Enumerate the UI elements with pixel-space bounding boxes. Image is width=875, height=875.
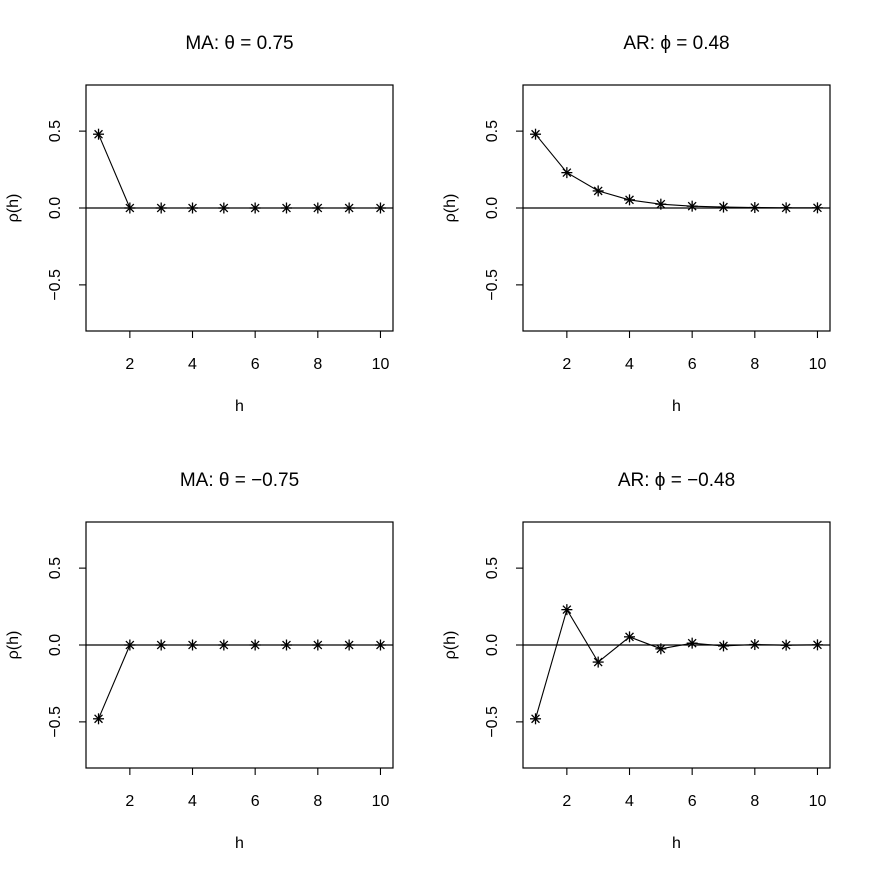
x-tick-label: 4: [625, 793, 634, 810]
acf-point: [343, 639, 355, 651]
acf-point: [686, 200, 698, 212]
acf-point: [592, 185, 604, 197]
x-tick-label: 2: [125, 793, 134, 810]
x-tick-label: 8: [750, 793, 759, 810]
acf-point: [561, 167, 573, 179]
y-tick-label: 0.5: [47, 557, 64, 579]
x-tick-label: 4: [625, 356, 634, 373]
acf-point: [343, 202, 355, 214]
x-tick-label: 6: [251, 356, 260, 373]
x-tick-label: 4: [188, 356, 197, 373]
acf-point: [280, 202, 292, 214]
acf-series-line: [97, 133, 381, 209]
chart-title: MA: θ = 0.75: [185, 33, 293, 54]
acf-point: [218, 639, 230, 651]
acf-point: [780, 639, 792, 651]
y-tick-label: 0.5: [484, 557, 501, 579]
acf-point: [124, 202, 136, 214]
y-tick-label: −0.5: [484, 269, 501, 301]
x-tick-label: 8: [313, 356, 322, 373]
acf-series-line: [535, 133, 818, 209]
y-axis-label: ρ(h): [442, 631, 459, 660]
acf-point: [811, 202, 823, 214]
acf-point: [655, 643, 667, 655]
acf-point: [624, 194, 636, 206]
acf-point: [187, 639, 199, 651]
x-tick-label: 8: [750, 356, 759, 373]
x-tick-label: 10: [809, 793, 827, 810]
acf-point: [780, 202, 792, 214]
x-tick-label: 6: [688, 356, 697, 373]
acf-point: [530, 128, 542, 140]
x-axis-label: h: [235, 398, 244, 415]
acf-series-line: [534, 608, 818, 719]
acf-point: [686, 637, 698, 649]
acf-point: [717, 640, 729, 652]
y-tick-label: −0.5: [47, 706, 64, 738]
y-tick-label: 0.0: [484, 197, 501, 219]
acf-point: [218, 202, 230, 214]
x-axis-label: h: [235, 835, 244, 852]
chart-title: AR: ϕ = −0.48: [618, 470, 735, 491]
acf-point: [93, 128, 105, 140]
x-tick-label: 6: [251, 793, 260, 810]
acf-point: [592, 656, 604, 668]
y-axis-label: ρ(h): [5, 631, 22, 660]
x-axis-label: h: [672, 398, 681, 415]
acf-point: [561, 604, 573, 616]
y-tick-label: −0.5: [484, 706, 501, 738]
chart-panel-3: MA: θ = −0.75 2 4 6 8 10 −0.5 0.0 0.5 h ρ(h): [5, 470, 394, 852]
acf-point: [187, 202, 199, 214]
y-tick-label: 0.5: [484, 120, 501, 142]
acf-point: [655, 198, 667, 210]
acf-series-line: [97, 644, 381, 720]
chart-panel-2: AR: ϕ = 0.48 2 4 6 8 10 −0.5 0.0 0.5 h ρ(h): [442, 33, 831, 415]
chart-title: MA: θ = −0.75: [180, 470, 299, 491]
chart-title: AR: ϕ = 0.48: [623, 33, 729, 54]
acf-point: [155, 202, 167, 214]
acf-point: [124, 639, 136, 651]
x-tick-label: 6: [688, 793, 697, 810]
acf-point: [749, 202, 761, 214]
chart-panel-1: MA: θ = 0.75 2 4 6 8 10 −0.5 0.0 0.5 h ρ(h): [5, 33, 394, 415]
acf-point: [749, 639, 761, 651]
x-tick-label: 4: [188, 793, 197, 810]
x-tick-label: 2: [562, 356, 571, 373]
acf-point: [717, 201, 729, 213]
acf-point: [280, 639, 292, 651]
acf-point: [93, 713, 105, 725]
x-tick-label: 2: [125, 356, 134, 373]
acf-point: [312, 639, 324, 651]
acf-point: [249, 202, 261, 214]
acf-point: [374, 202, 386, 214]
acf-point: [155, 639, 167, 651]
x-tick-label: 10: [372, 356, 390, 373]
y-tick-label: 0.0: [484, 634, 501, 656]
acf-point: [530, 713, 542, 725]
x-axis-label: h: [672, 835, 681, 852]
x-tick-label: 10: [809, 356, 827, 373]
y-axis-label: ρ(h): [442, 194, 459, 223]
acf-point: [374, 639, 386, 651]
acf-point: [312, 202, 324, 214]
y-tick-label: −0.5: [47, 269, 64, 301]
x-tick-label: 2: [562, 793, 571, 810]
y-tick-label: 0.0: [47, 634, 64, 656]
y-tick-label: 0.0: [47, 197, 64, 219]
acf-point: [811, 639, 823, 651]
y-tick-label: 0.5: [47, 120, 64, 142]
y-axis-label: ρ(h): [5, 194, 22, 223]
chart-panel-4: AR: ϕ = −0.48 2 4 6 8 10 −0.5 0.0 0.5 h ρ(h): [442, 470, 831, 852]
acf-point: [624, 631, 636, 643]
x-tick-label: 10: [372, 793, 390, 810]
x-tick-label: 8: [313, 793, 322, 810]
acf-point: [249, 639, 261, 651]
